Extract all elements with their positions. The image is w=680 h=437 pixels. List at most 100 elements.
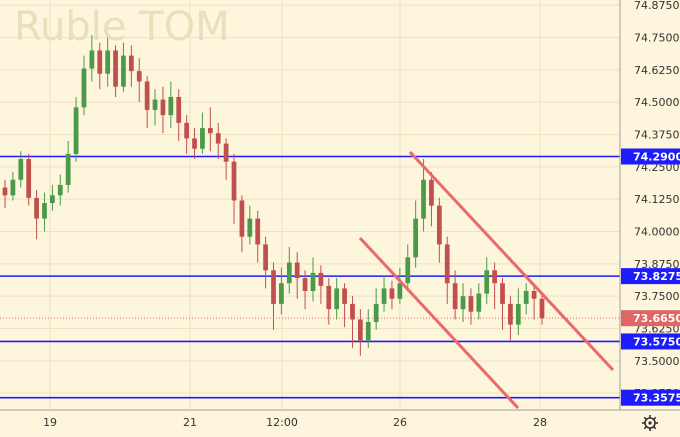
y-tick-label: 74.8750 — [634, 0, 680, 12]
candle-body — [42, 203, 47, 219]
channel-lower-line — [358, 236, 520, 410]
candle-body — [247, 218, 253, 237]
candle-body — [515, 303, 521, 325]
y-tick-label: 74.7500 — [634, 32, 680, 45]
x-tick-label: 19 — [43, 416, 57, 429]
candle-body — [271, 270, 276, 304]
y-tick-label: 74.6250 — [634, 64, 680, 77]
candle-body — [168, 97, 174, 116]
candle-body — [34, 197, 39, 219]
candle-body — [192, 138, 197, 149]
y-tick-label: 73.8750 — [634, 258, 680, 271]
candle-body — [452, 283, 458, 310]
candle-body — [152, 99, 158, 110]
candle-body — [468, 296, 474, 312]
candle-body — [160, 99, 166, 116]
y-tick-label: 74.5000 — [634, 96, 680, 109]
candle-body — [492, 270, 497, 284]
candle-body — [397, 283, 403, 299]
candle-body — [405, 257, 411, 284]
level-badge — [621, 333, 680, 350]
settings-gear-icon[interactable] — [642, 415, 658, 431]
candle-body — [326, 285, 332, 310]
y-tick-label: 73.7500 — [634, 290, 680, 303]
candle-body — [200, 128, 205, 149]
candle-body — [381, 288, 387, 304]
candle-body — [184, 122, 190, 139]
candle-body — [444, 244, 450, 284]
candle-body — [310, 272, 316, 292]
candle-body — [255, 218, 261, 245]
candle-body — [357, 319, 363, 341]
channel-upper-line — [408, 150, 615, 372]
candle-body — [484, 270, 490, 294]
candle-body — [176, 97, 182, 123]
y-tick-label: 73.5000 — [634, 355, 680, 368]
candle-body — [279, 283, 284, 304]
candle-body — [239, 200, 245, 237]
candle-body — [389, 288, 395, 299]
candle-body — [318, 272, 324, 286]
candle-body — [144, 81, 150, 110]
candle-body — [436, 205, 442, 245]
candles — [2, 34, 545, 356]
candle-body — [334, 288, 340, 310]
candle-body — [215, 133, 221, 144]
price-badges: 74.2900 73.8275 73.5750 73.3575 73.6650 — [621, 148, 680, 406]
y-tick-label: 74.0000 — [634, 226, 680, 239]
y-tick-label: 74.3750 — [634, 129, 680, 142]
candle-body — [476, 293, 482, 312]
candle-body — [429, 179, 434, 206]
candle-body — [523, 291, 529, 304]
candle-body — [81, 68, 87, 108]
candle-body — [223, 143, 229, 162]
candle-body — [18, 159, 24, 180]
candle-body — [421, 179, 426, 219]
candle-body — [539, 298, 545, 319]
level-badge — [621, 389, 680, 406]
level-badge-label: 74.2900 — [633, 150, 680, 163]
candle-body — [2, 187, 8, 196]
candle-body — [508, 303, 513, 325]
candle-body — [10, 179, 16, 196]
candle-body — [294, 262, 300, 279]
candle-body — [105, 50, 111, 74]
x-tick-label: 12:00 — [266, 416, 298, 429]
level-badge-label: 73.5750 — [633, 335, 680, 348]
x-tick-label: 26 — [393, 416, 407, 429]
candle-body — [286, 262, 292, 284]
horizontal-levels — [0, 155, 620, 399]
level-badge-label: 73.3575 — [633, 392, 680, 405]
grid — [0, 0, 620, 410]
candle-body — [89, 50, 95, 69]
candle-body — [128, 55, 134, 72]
y-tick-label: 74.1250 — [634, 193, 680, 206]
chart-title: Ruble TOM — [14, 4, 230, 50]
candle-body — [73, 107, 79, 154]
last-price-label: 73.6650 — [633, 312, 680, 325]
candle-body — [50, 195, 55, 204]
candle-body — [231, 161, 237, 201]
candle-body — [531, 291, 537, 299]
candle-body — [136, 71, 142, 82]
candle-body — [26, 159, 32, 198]
candle-body — [350, 303, 355, 320]
candle-body — [460, 296, 466, 310]
x-tick-label: 21 — [183, 416, 197, 429]
candle-body — [97, 50, 103, 74]
x-tick-label: 28 — [533, 416, 547, 429]
trend-channel — [358, 150, 615, 410]
candle-body — [365, 322, 371, 341]
candle-body — [65, 153, 71, 185]
candle-body — [302, 278, 308, 292]
candle-body — [413, 218, 419, 258]
candle-body — [342, 288, 347, 304]
level-badge-label: 73.8275 — [633, 270, 680, 283]
level-badge — [621, 268, 680, 285]
candle-body — [207, 128, 213, 134]
last-price-badge — [621, 310, 680, 327]
candle-body — [263, 244, 268, 271]
candle-body — [113, 50, 118, 87]
